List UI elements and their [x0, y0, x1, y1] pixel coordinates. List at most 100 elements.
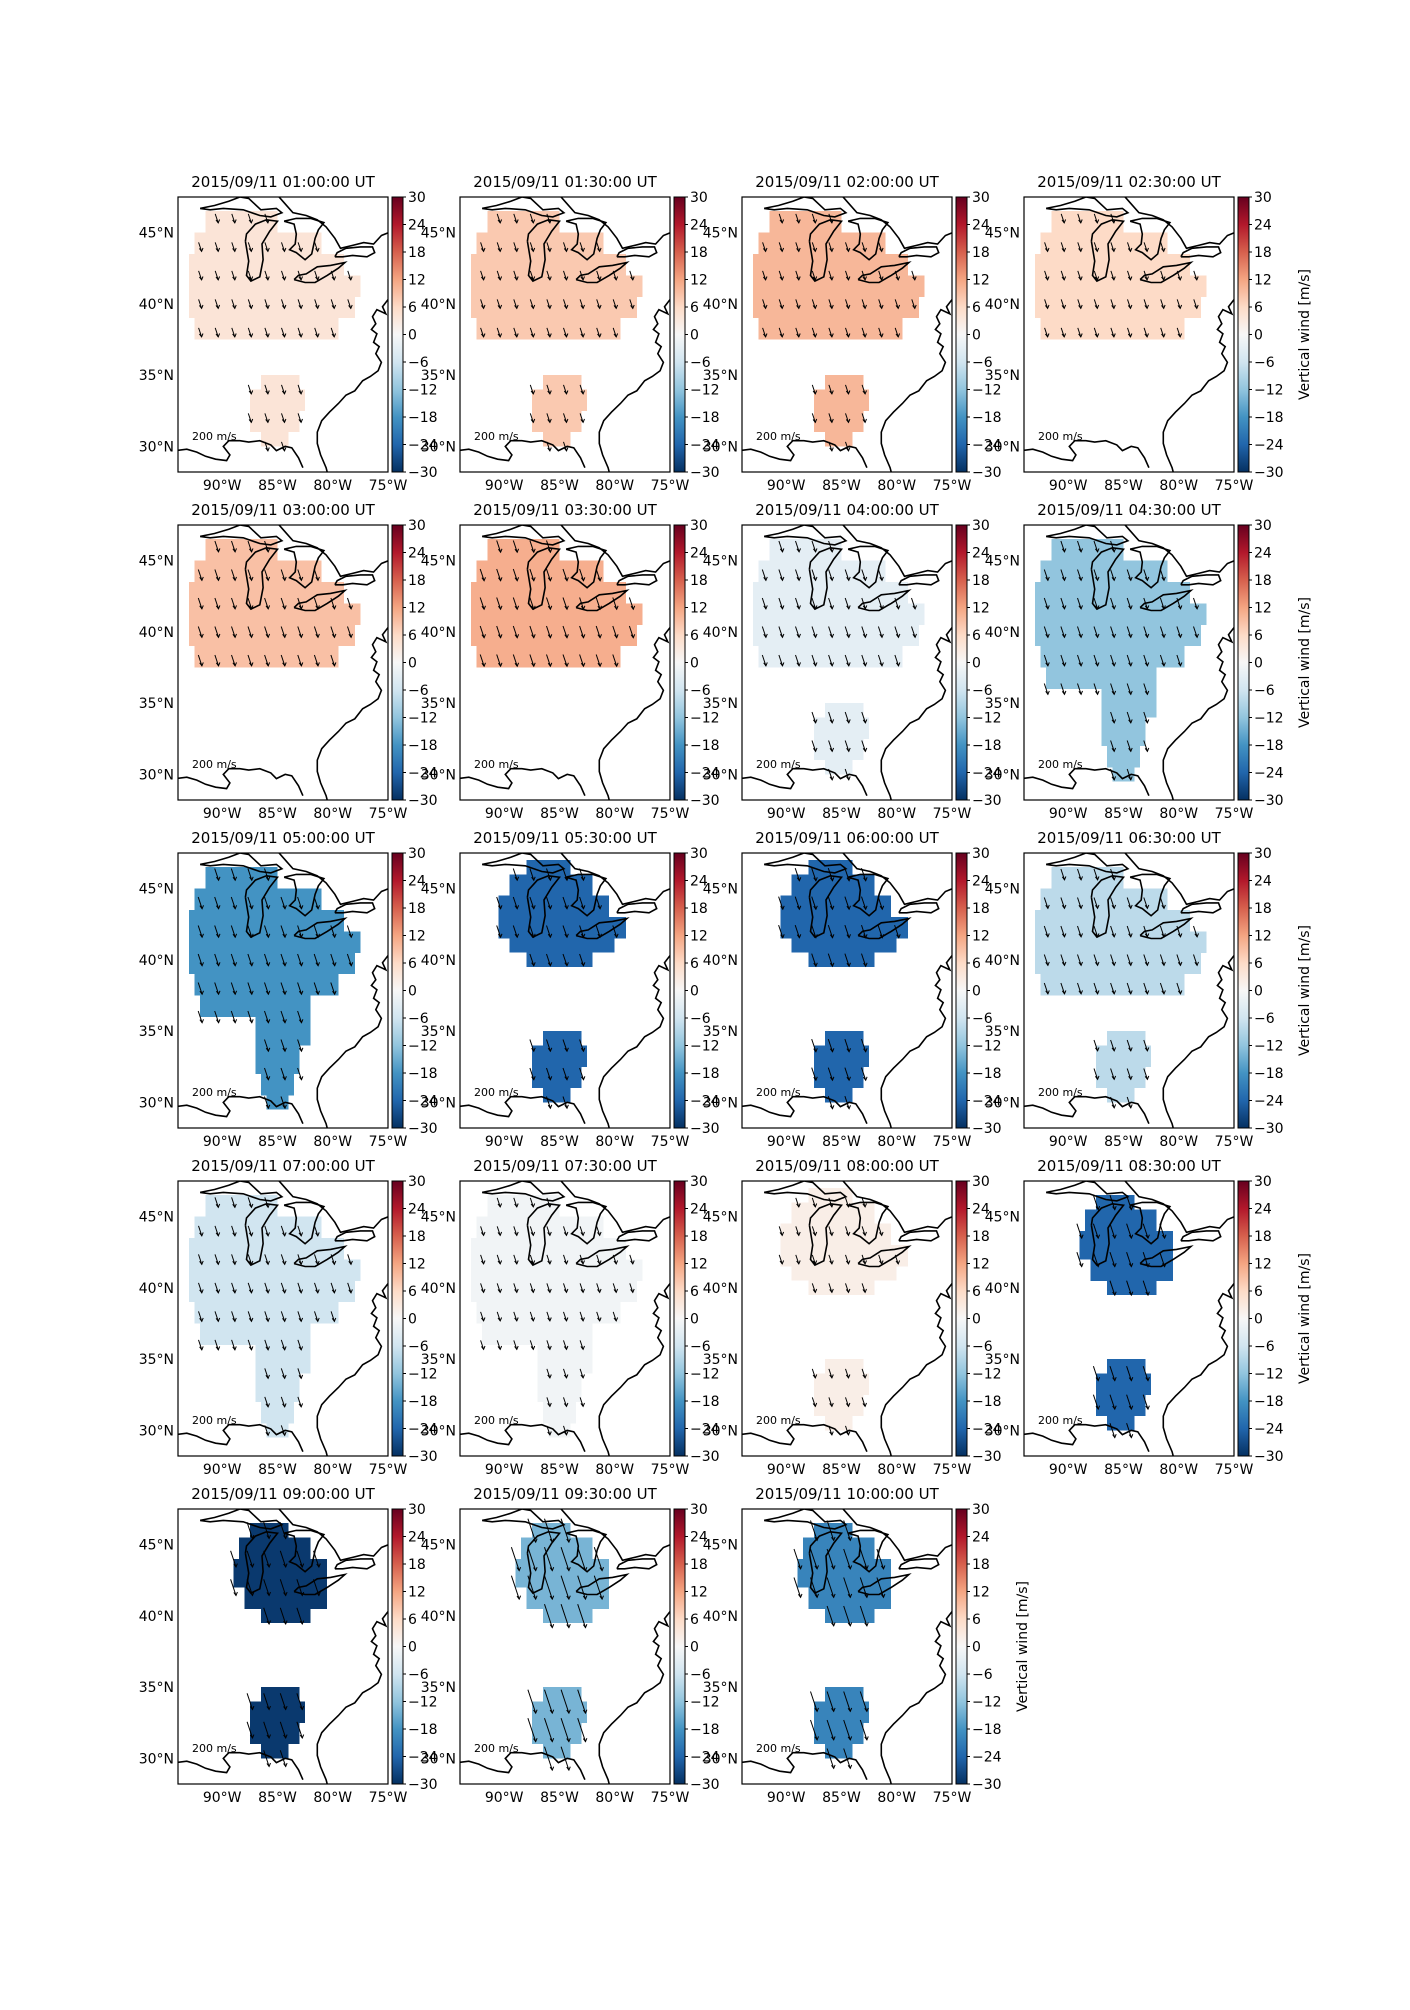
lat-label: 40°N: [421, 1609, 456, 1625]
wind-arrow: [1142, 1252, 1150, 1268]
coastline: [1162, 1283, 1234, 1456]
wind-arrow: [347, 1282, 353, 1294]
wind-arrow: [231, 213, 237, 224]
colorbar-tick-label: −24: [690, 1750, 720, 1766]
wind-arrow: [230, 925, 238, 939]
wind-arrow: [911, 626, 917, 639]
wind-arrow: [595, 925, 602, 939]
wind-arrow: [778, 327, 785, 338]
colorbar-tick-label: −18: [972, 1722, 1002, 1738]
wind-arrow: [496, 299, 503, 310]
wind-arrow: [859, 1577, 869, 1599]
wind-arrow: [264, 868, 271, 882]
wind-arrow: [527, 1547, 538, 1572]
wind-arrow: [281, 270, 287, 281]
coastline: [178, 767, 304, 797]
lat-label: 45°N: [703, 882, 738, 898]
lon-label: 75°W: [369, 1790, 408, 1806]
wind-arrow: [778, 924, 785, 939]
coastline: [880, 299, 952, 472]
colorbar-tick-label: −30: [690, 1121, 720, 1137]
wind-arrow: [313, 1579, 321, 1597]
coastline: [857, 261, 912, 284]
coastline: [898, 1230, 940, 1242]
wind-arrow: [579, 270, 585, 281]
wind-arrow: [214, 299, 221, 310]
lon-label: 80°W: [313, 1790, 352, 1806]
wind-arrow: [843, 1748, 853, 1770]
wind-arrow: [231, 569, 237, 582]
wind-arrow: [563, 1226, 569, 1237]
colorbar: 30 24 18 12 6 0 −6 −12 −18 −24 −30: [673, 190, 720, 481]
lat-label: 30°N: [703, 767, 738, 783]
lon-label: 90°W: [1049, 1462, 1088, 1478]
wind-arrow: [1110, 569, 1117, 582]
wind-arrow: [230, 896, 238, 910]
wind-arrow: [1110, 626, 1117, 639]
wind-arrow: [793, 1548, 803, 1570]
colorbar-tick-label: 18: [972, 573, 990, 589]
panel-title: 2015/09/11 04:00:00 UT: [755, 501, 939, 519]
map-frame: [741, 852, 953, 1129]
scale-label: 200 m/s: [756, 430, 801, 443]
wind-arrow: [1060, 540, 1067, 553]
colorbar-tick-label: 0: [972, 328, 981, 344]
lon-label: 85°W: [540, 806, 579, 822]
wind-arrow: [579, 1067, 586, 1081]
wind-arrow: [247, 597, 254, 610]
wind-arrow: [527, 1575, 538, 1601]
panel-title: 2015/09/11 10:00:00 UT: [755, 1485, 939, 1503]
wind-arrow: [247, 384, 254, 395]
wind-arrow: [279, 1579, 288, 1597]
wind-arrow: [280, 1368, 287, 1380]
lat-label: 30°N: [985, 1423, 1020, 1439]
map-panel: 2015/09/11 09:30:00 UT 200 m/s 45°N 40°N 35°…: [421, 1485, 720, 1806]
colorbar-tick-label: 18: [1254, 573, 1272, 589]
lon-label: 75°W: [651, 806, 690, 822]
wind-arrow: [828, 654, 835, 667]
wind-arrow: [845, 1197, 851, 1208]
wind-arrow: [264, 1067, 271, 1081]
coastline: [575, 1245, 630, 1268]
wind-arrow: [596, 1311, 602, 1322]
wind-arrow: [214, 925, 221, 939]
coastline: [1090, 1202, 1125, 1267]
wind-arrow: [214, 597, 221, 610]
lon-label: 90°W: [485, 1134, 524, 1150]
wind-arrow: [596, 299, 602, 310]
wind-arrow: [1193, 597, 1199, 610]
wind-arrow: [546, 1067, 553, 1081]
wind-arrow: [297, 413, 303, 424]
lon-label: 75°W: [933, 478, 972, 494]
wind-arrow: [877, 924, 885, 939]
wind-arrow: [828, 1397, 834, 1408]
lat-label: 45°N: [703, 226, 738, 242]
lon-label: 80°W: [877, 1134, 916, 1150]
wind-arrow: [1143, 569, 1150, 582]
wind-arrow: [596, 1283, 602, 1294]
colorbar-tick-label: 18: [408, 573, 426, 589]
wind-arrow: [778, 1226, 785, 1237]
wind-arrow: [529, 625, 536, 639]
wind-arrow: [264, 1225, 270, 1237]
wind-arrow: [264, 299, 270, 310]
colorbar-tick-label: 18: [972, 1557, 990, 1573]
wind-arrow: [513, 1226, 519, 1237]
wind-arrow: [214, 569, 221, 582]
coastline: [857, 1573, 912, 1596]
wind-arrow: [1126, 982, 1133, 995]
wind-arrow: [214, 868, 221, 882]
wind-arrow: [1143, 242, 1149, 253]
wind-arrow: [264, 327, 270, 338]
lon-label: 85°W: [1104, 1134, 1143, 1150]
wind-arrow: [810, 1719, 819, 1741]
wind-arrow: [1044, 242, 1050, 253]
wind-arrow: [231, 1254, 237, 1266]
wind-arrow: [546, 1340, 552, 1351]
coastline: [1139, 589, 1194, 612]
wind-arrow: [859, 1605, 869, 1627]
wind-arrow: [1126, 683, 1133, 696]
lon-label: 80°W: [313, 806, 352, 822]
coastline: [199, 853, 284, 874]
wind-arrow: [1077, 299, 1083, 310]
